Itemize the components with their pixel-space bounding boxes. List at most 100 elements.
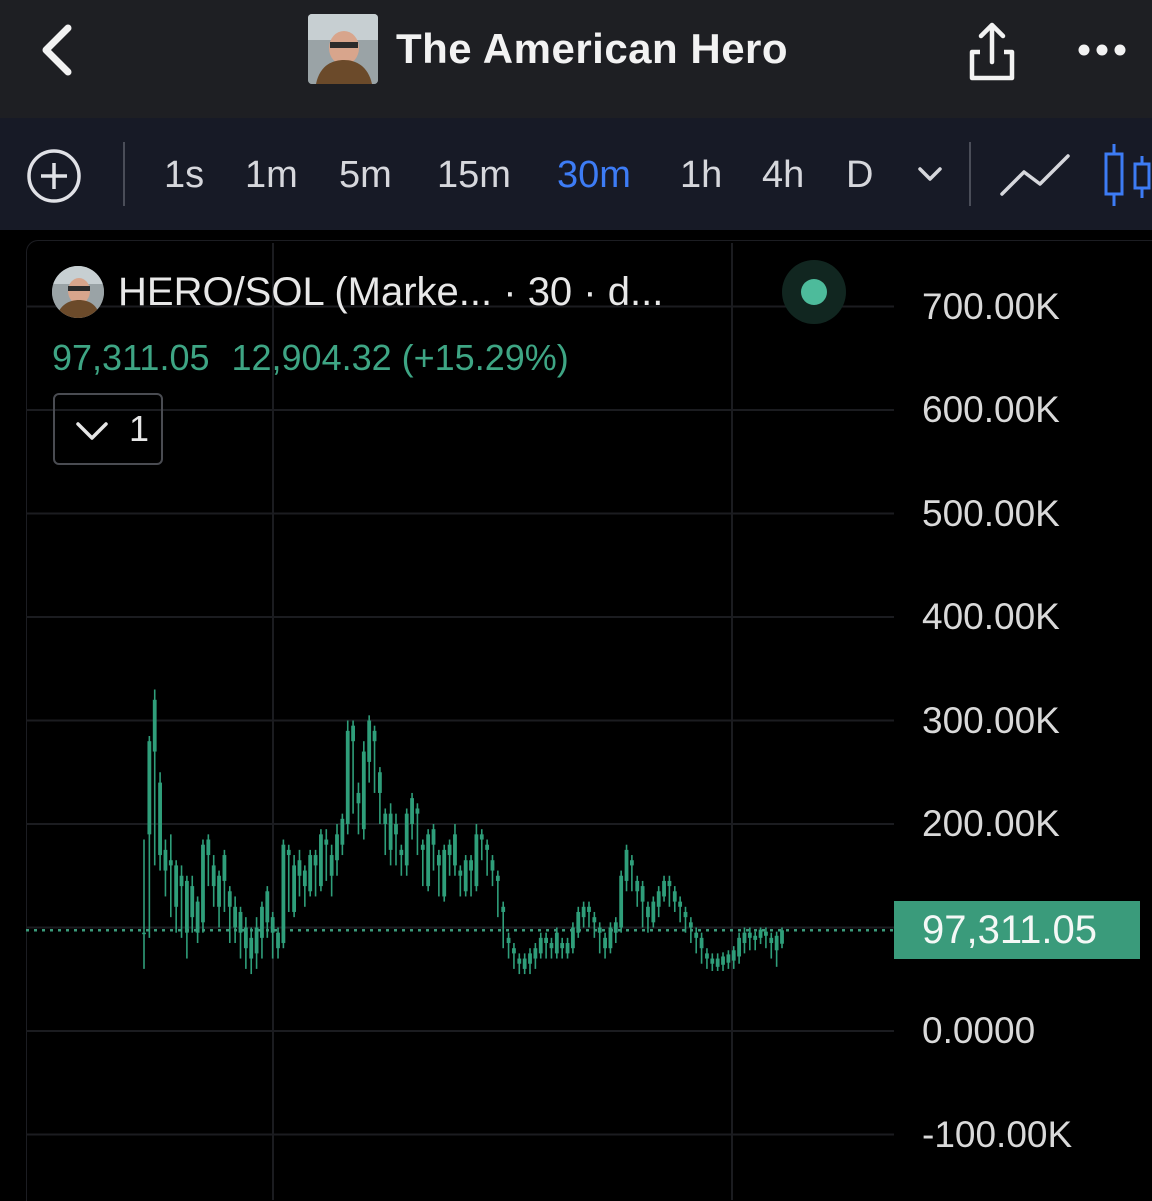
timeframe-1m[interactable]: 1m	[245, 154, 298, 196]
timeframe-4h[interactable]: 4h	[762, 154, 805, 196]
candle-body	[281, 844, 286, 944]
candle-body	[270, 917, 275, 933]
candle	[512, 943, 516, 969]
timeframe-30m[interactable]: 30m	[557, 154, 631, 196]
candle	[463, 855, 468, 897]
candle-body	[356, 792, 361, 804]
candle-body	[576, 911, 581, 933]
candle-body	[592, 917, 597, 923]
candle-body	[517, 958, 522, 964]
candle-body	[672, 891, 677, 902]
candle	[560, 937, 565, 959]
candle	[410, 792, 414, 840]
timeframe-d[interactable]: D	[846, 154, 874, 196]
candle-body	[608, 927, 613, 949]
candle-body	[324, 839, 329, 845]
candle	[308, 849, 313, 897]
status-dot-icon	[801, 279, 827, 305]
candle-chart-type-button[interactable]	[1100, 140, 1152, 210]
candle	[683, 906, 688, 933]
candle	[710, 953, 715, 971]
price-axis-tick: 500.00K	[922, 492, 1060, 534]
candle-body	[152, 699, 157, 752]
candle-body	[447, 844, 452, 856]
candle-body	[431, 829, 436, 845]
candle	[270, 911, 275, 959]
chevron-down-icon	[76, 422, 108, 440]
candle	[731, 946, 736, 969]
toolbar-divider	[123, 142, 125, 206]
candle	[276, 927, 280, 959]
candle-body	[662, 880, 666, 897]
candle-body	[345, 730, 350, 824]
candle	[377, 767, 382, 824]
candle-body	[619, 875, 624, 928]
candle-body	[721, 956, 725, 965]
candle	[399, 844, 404, 876]
candle-body	[158, 782, 162, 856]
timeframe-15m[interactable]: 15m	[437, 154, 511, 196]
candle-body	[603, 937, 607, 949]
candlestick-icon	[1104, 144, 1151, 206]
candle-body	[410, 798, 414, 824]
candle-body	[249, 937, 254, 959]
add-indicator-button[interactable]	[24, 146, 84, 206]
price-axis-tick: 200.00K	[922, 803, 1060, 844]
candle	[571, 922, 575, 954]
candle-body	[485, 844, 490, 850]
candle-body	[297, 860, 302, 876]
last-price-label: 97,311.05	[894, 901, 1140, 960]
timeframe-1s[interactable]: 1s	[164, 154, 205, 196]
candle	[721, 952, 725, 971]
candle-body	[302, 870, 307, 887]
candle-body	[506, 937, 511, 944]
candle-body	[233, 906, 238, 928]
candle	[324, 829, 329, 881]
candle-body	[688, 922, 693, 928]
candle-body	[190, 886, 195, 918]
candle	[646, 901, 650, 933]
price-axis-tick: -100.00K	[922, 1113, 1073, 1155]
candle	[587, 901, 591, 928]
candle-body	[742, 932, 747, 944]
candle	[206, 834, 211, 887]
candle-body	[415, 808, 420, 814]
candle-body	[286, 849, 291, 856]
candle-body	[705, 953, 709, 959]
candle	[474, 824, 479, 892]
line-chart-type-button[interactable]	[998, 148, 1072, 204]
candle-body	[490, 860, 495, 871]
candle	[479, 829, 484, 861]
indicators-toggle-button[interactable]: 1	[53, 393, 163, 465]
candle	[538, 932, 543, 959]
candle	[517, 953, 522, 975]
candle	[672, 886, 677, 912]
candle	[667, 875, 672, 907]
candle-body	[635, 880, 640, 892]
candle-body	[319, 834, 323, 887]
timeframe-5m[interactable]: 5m	[339, 154, 392, 196]
candle	[458, 865, 463, 897]
line-chart-icon	[1000, 154, 1070, 196]
timeframe-dropdown-button[interactable]	[912, 156, 948, 192]
candle	[211, 855, 216, 907]
back-button[interactable]	[30, 20, 90, 80]
share-button[interactable]	[962, 20, 1022, 84]
candle	[356, 782, 361, 835]
candle-body	[340, 818, 345, 845]
candle-body	[184, 880, 189, 933]
timeframe-1h[interactable]: 1h	[680, 154, 723, 196]
more-options-button[interactable]	[1072, 30, 1132, 70]
candle	[436, 849, 441, 897]
candle	[769, 932, 774, 959]
chevron-left-icon	[42, 24, 72, 76]
candle-body	[656, 891, 661, 907]
candle-body	[463, 860, 468, 892]
candle-body	[335, 834, 339, 861]
candle	[694, 927, 699, 954]
symbol-label[interactable]: HERO/SOL (Marke... · 30 · d...	[118, 270, 664, 314]
chart-toolbar	[0, 118, 1152, 230]
price-axis-tick: 300.00K	[922, 699, 1060, 741]
candle-body	[238, 911, 243, 933]
